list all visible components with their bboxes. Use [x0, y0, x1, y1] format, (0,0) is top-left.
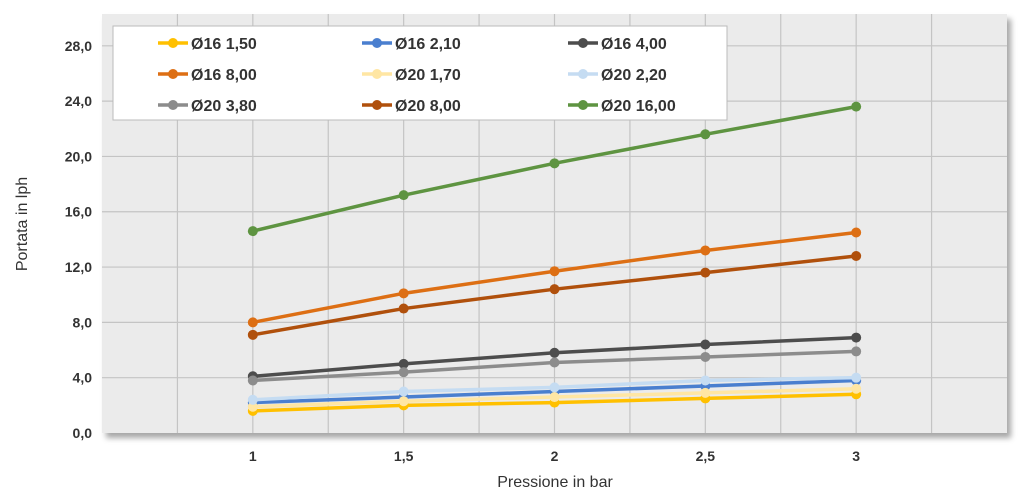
x-tick-label: 3 [852, 448, 860, 464]
data-point [549, 382, 560, 393]
y-tick-label: 12,0 [65, 259, 92, 275]
data-point [700, 129, 711, 140]
legend-label: Ø20 3,80 [191, 98, 257, 115]
data-point [700, 375, 711, 386]
data-point [549, 392, 560, 403]
y-tick-label: 24,0 [65, 93, 92, 109]
y-axis-label: Portata in lph [14, 177, 31, 271]
data-point [398, 288, 409, 299]
y-tick-label: 8,0 [73, 314, 93, 330]
x-axis-label: Pressione in bar [497, 474, 613, 491]
y-tick-label: 0,0 [73, 425, 93, 441]
data-point [398, 367, 409, 378]
data-point [700, 267, 711, 278]
data-point [549, 158, 560, 169]
legend-label: Ø20 16,00 [601, 98, 676, 115]
legend-swatch-marker [372, 38, 382, 48]
legend-swatch-marker [168, 69, 178, 79]
y-tick-label: 28,0 [65, 38, 92, 54]
x-tick-label: 1,5 [394, 448, 414, 464]
legend-label: Ø16 1,50 [191, 36, 257, 53]
data-point [549, 357, 560, 368]
legend-swatch-marker [578, 100, 588, 110]
data-point [549, 266, 560, 277]
legend-swatch-marker [168, 100, 178, 110]
data-point [851, 332, 862, 343]
x-tick-label: 1 [249, 448, 257, 464]
legend-swatch-marker [372, 100, 382, 110]
legend-label: Ø20 8,00 [395, 98, 461, 115]
data-point [247, 317, 258, 328]
legend-label: Ø20 1,70 [395, 67, 461, 84]
data-point [398, 303, 409, 314]
data-point [851, 227, 862, 238]
x-tick-label: 2 [551, 448, 559, 464]
legend-swatch-marker [168, 38, 178, 48]
data-point [851, 250, 862, 261]
legend-box [112, 25, 728, 121]
data-point [700, 245, 711, 256]
legend-swatch-marker [578, 38, 588, 48]
y-tick-label: 20,0 [65, 148, 92, 164]
legend-label: Ø16 2,10 [395, 36, 461, 53]
data-point [247, 394, 258, 405]
data-point [398, 190, 409, 201]
data-point [549, 347, 560, 358]
data-point [398, 358, 409, 369]
data-point [700, 339, 711, 350]
data-point [851, 372, 862, 383]
data-point [247, 329, 258, 340]
legend-label: Ø20 2,20 [601, 67, 667, 84]
data-point [549, 284, 560, 295]
legend-label: Ø16 4,00 [601, 36, 667, 53]
data-point [398, 396, 409, 407]
data-point [700, 351, 711, 362]
legend-label: Ø16 8,00 [191, 67, 257, 84]
data-point [700, 387, 711, 398]
legend-swatch-marker [372, 69, 382, 79]
data-point [851, 101, 862, 112]
y-tick-label: 16,0 [65, 204, 92, 220]
x-tick-label: 2,5 [696, 448, 716, 464]
y-tick-label: 4,0 [73, 370, 93, 386]
data-point [851, 346, 862, 357]
data-point [247, 226, 258, 237]
data-point [247, 401, 258, 412]
data-point [398, 386, 409, 397]
legend-swatch-marker [578, 69, 588, 79]
data-point [851, 383, 862, 394]
data-point [247, 375, 258, 386]
